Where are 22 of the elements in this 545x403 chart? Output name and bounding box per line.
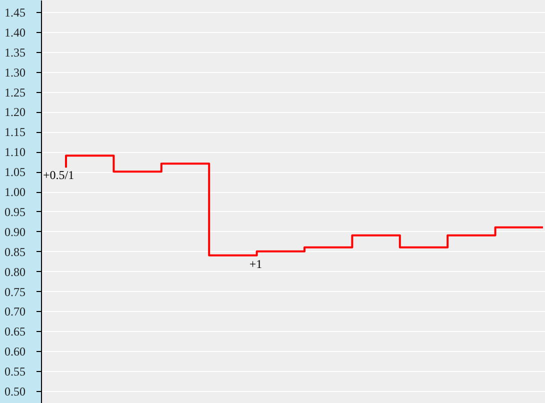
y-tick-label: 0.95	[4, 204, 26, 219]
y-tick-label: 0.75	[4, 284, 26, 299]
annotation: +0.5/1	[43, 168, 74, 182]
y-tick-label: 1.05	[4, 165, 26, 180]
y-tick-label: 1.10	[4, 145, 26, 160]
y-tick-label: 1.00	[4, 185, 26, 200]
y-tick-label: 0.70	[4, 304, 26, 319]
y-tick-label: 1.35	[4, 45, 26, 60]
y-tick-label: 1.15	[4, 125, 26, 140]
annotation: +1	[249, 257, 262, 271]
y-tick-label: 1.45	[4, 5, 26, 20]
y-tick-label: 1.20	[4, 105, 26, 120]
y-tick-label: 0.65	[4, 324, 26, 339]
y-tick-label: 0.85	[4, 244, 26, 259]
y-tick-label: 0.80	[4, 264, 26, 279]
y-tick-label: 0.60	[4, 344, 26, 359]
y-tick-label: 1.25	[4, 85, 26, 100]
y-tick-label: 0.50	[4, 384, 26, 399]
y-tick-label: 0.90	[4, 224, 26, 239]
y-tick-label: 0.55	[4, 364, 26, 379]
y-tick-label: 1.30	[4, 65, 26, 80]
y-tick-label: 1.40	[4, 25, 26, 40]
